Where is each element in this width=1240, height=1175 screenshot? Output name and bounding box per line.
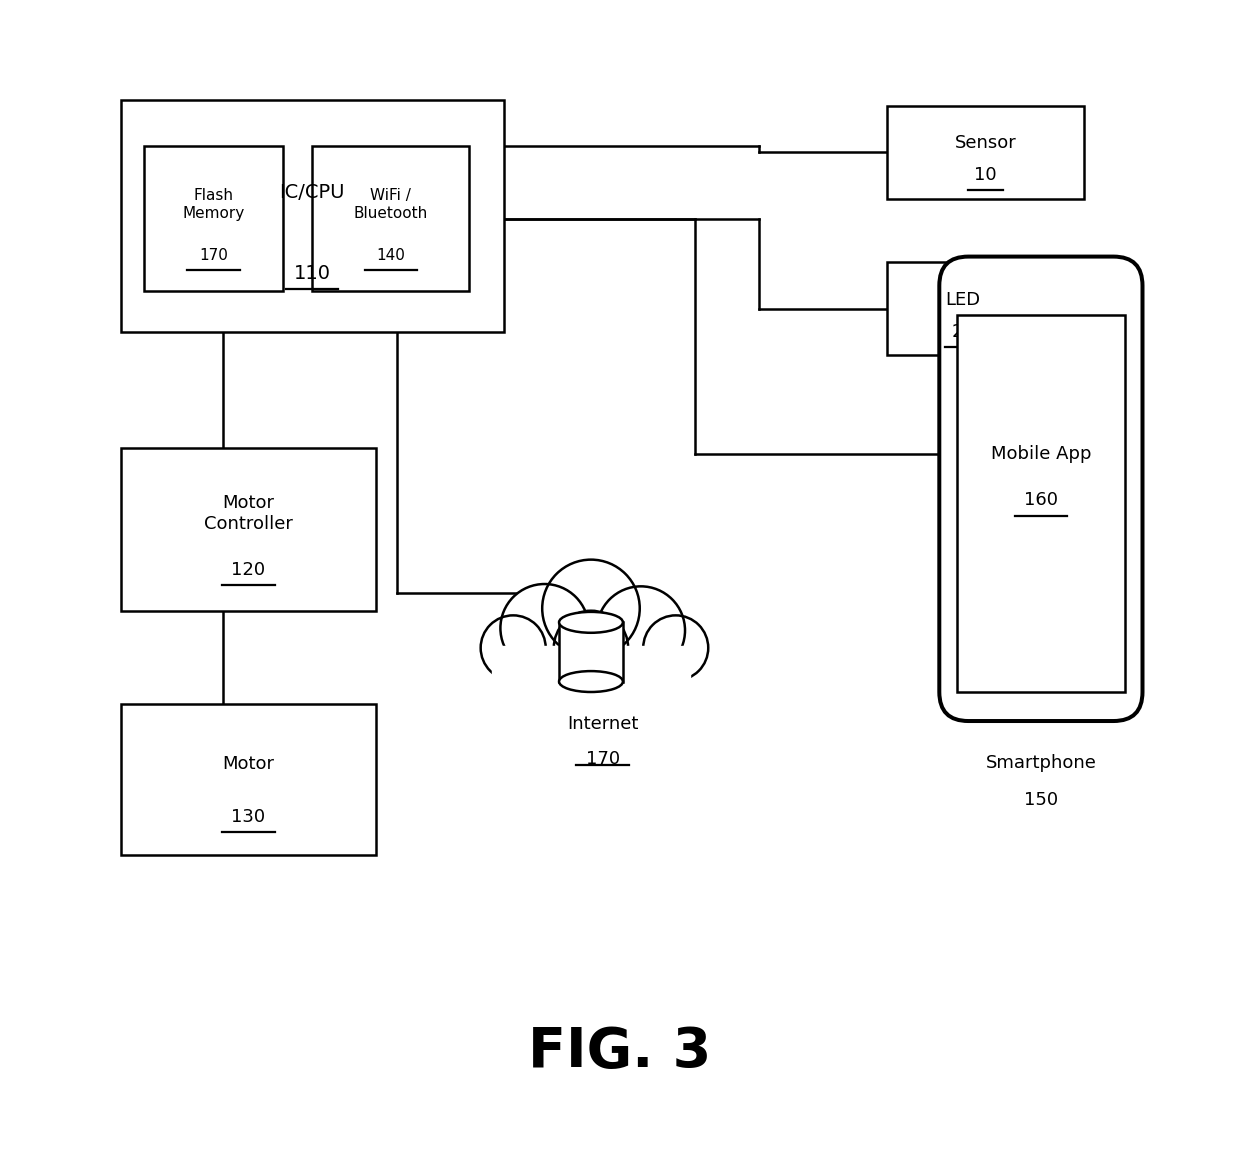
- Circle shape: [554, 611, 629, 685]
- Circle shape: [596, 586, 684, 674]
- Text: 170: 170: [200, 248, 228, 263]
- FancyBboxPatch shape: [120, 448, 376, 611]
- FancyBboxPatch shape: [887, 106, 1085, 199]
- Text: 110: 110: [294, 264, 331, 283]
- Text: Internet: Internet: [567, 716, 639, 733]
- FancyBboxPatch shape: [887, 262, 1038, 355]
- Text: FIG. 3: FIG. 3: [528, 1025, 712, 1079]
- FancyBboxPatch shape: [957, 315, 1125, 692]
- Text: Flash
Memory: Flash Memory: [182, 188, 244, 221]
- Text: 160: 160: [1024, 491, 1058, 510]
- Text: WiFi /
Bluetooth: WiFi / Bluetooth: [353, 188, 428, 221]
- Ellipse shape: [559, 671, 622, 692]
- Ellipse shape: [559, 612, 622, 633]
- Text: Sensor: Sensor: [955, 134, 1017, 152]
- Text: 120: 120: [232, 562, 265, 579]
- Text: Smartphone: Smartphone: [986, 753, 1096, 772]
- Text: 150: 150: [1024, 791, 1058, 808]
- Text: IC/CPU: IC/CPU: [279, 183, 345, 202]
- Text: Mobile App: Mobile App: [991, 445, 1091, 463]
- Text: LED: LED: [945, 290, 980, 309]
- Text: 130: 130: [232, 808, 265, 826]
- FancyBboxPatch shape: [120, 100, 503, 333]
- FancyBboxPatch shape: [940, 256, 1142, 721]
- Circle shape: [481, 616, 546, 680]
- Circle shape: [542, 559, 640, 657]
- Text: Motor
Controller: Motor Controller: [205, 494, 293, 532]
- Text: 10: 10: [975, 167, 997, 184]
- Text: 170: 170: [585, 750, 620, 768]
- Text: 140: 140: [376, 248, 405, 263]
- Circle shape: [501, 584, 589, 672]
- FancyBboxPatch shape: [492, 645, 689, 692]
- FancyBboxPatch shape: [120, 704, 376, 854]
- Text: Motor: Motor: [222, 756, 274, 773]
- FancyBboxPatch shape: [312, 146, 469, 291]
- FancyBboxPatch shape: [144, 146, 283, 291]
- Bar: [559, 623, 622, 681]
- Text: 20: 20: [951, 323, 973, 341]
- FancyBboxPatch shape: [481, 645, 702, 698]
- Circle shape: [644, 616, 708, 680]
